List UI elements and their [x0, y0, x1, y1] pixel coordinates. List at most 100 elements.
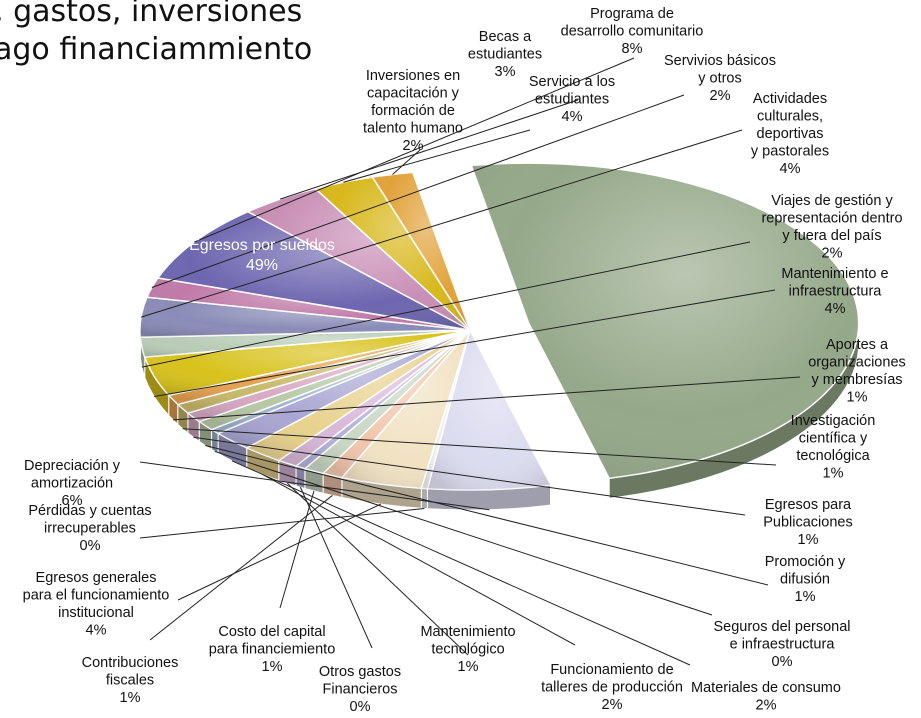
slice-label: Viajes de gestión y representación dentro… — [761, 193, 902, 262]
slice-label-line: 2% — [602, 697, 623, 713]
slice-label-line: 4% — [86, 623, 107, 639]
slice-label-line: 49% — [246, 257, 278, 274]
slice-label-line: tecnológica — [796, 448, 870, 464]
pie-slice-shine — [157, 211, 471, 330]
leader-line — [193, 436, 746, 516]
leader-line — [173, 376, 801, 421]
leader-line — [139, 507, 425, 539]
slice-label-line: Egresos para — [765, 497, 852, 513]
slice-label-line: 0% — [80, 538, 101, 554]
slice-label-line: 1% — [847, 390, 868, 406]
leader-line — [205, 445, 769, 586]
slice-label-line: talleres de producción — [541, 680, 683, 696]
slice-label-line: Promoción y — [765, 554, 846, 570]
slice-label-line: 1% — [795, 589, 816, 605]
leader-line — [299, 487, 373, 649]
slice-label: Actividades culturales, deportivas y pastor… — [751, 91, 829, 177]
slice-label-line: y fuera del país — [782, 228, 881, 244]
slice-label: Costo del capital para financiemiento 1% — [209, 624, 336, 675]
slice-labels: Egresos por sueldos 49% Depreciación y amor… — [23, 6, 906, 715]
slice-label-line: científica y — [799, 431, 868, 447]
slice-label: Programa de desarrollo comunitario 8% — [561, 6, 704, 57]
slice-label: Servivios básicos y otros 2% — [664, 53, 776, 104]
slice-label-line: Becas a — [479, 29, 532, 45]
pie-slice-shine — [471, 163, 859, 479]
pie-slice-shine — [168, 330, 470, 405]
slice-label: Seguros del personal e infraestructura 0% — [713, 619, 850, 670]
slice-label-line: Servicio a los — [529, 74, 615, 90]
leader-lines — [139, 57, 801, 666]
leader-line — [194, 57, 635, 243]
slice-label-line: 8% — [622, 41, 643, 57]
pie-slice-shine — [144, 330, 470, 396]
slice-label-line: 2% — [710, 88, 731, 104]
slice-label: Mantenimiento e infraestructura 4% — [781, 266, 888, 317]
slice-label: Egresos generales para el funcionamiento i… — [23, 570, 170, 639]
leader-line — [149, 495, 333, 641]
slice-label: Egresos por sueldos 49% — [189, 237, 335, 274]
slice-label-line: Seguros del personal — [713, 619, 850, 635]
slice-label-line: Servivios básicos — [664, 53, 776, 69]
slice-label-line: Materiales de consumo — [691, 680, 841, 696]
slice-label-line: Aportes a — [826, 337, 889, 353]
slice-label-line: culturales, — [757, 109, 823, 125]
slice-label: Promoción y difusión 1% — [765, 554, 846, 605]
pie-slice-shine — [427, 330, 551, 490]
slice-label-line: infraestructura — [789, 284, 883, 300]
leader-line — [262, 473, 576, 646]
slice-label-line: Mantenimiento e — [781, 266, 888, 282]
slice-label: Pérdidas y cuentas irrecuperables 0% — [28, 503, 151, 554]
slice-label-line: representación dentro — [761, 211, 902, 227]
slice-label-line: amortización — [31, 476, 113, 492]
chart-title-line-2: ago financiammiento — [0, 32, 313, 67]
slice-label-line: Viajes de gestión y — [771, 193, 893, 209]
pie-slice-shine — [177, 330, 470, 414]
slice-label-line: Investigación — [791, 413, 876, 429]
slice-label-line: deportivas — [757, 126, 824, 142]
slice-label: Otros gastos Financieros 0% — [319, 664, 401, 715]
slice-label-line: institucional — [58, 605, 134, 621]
slice-label-line: Actividades — [753, 91, 827, 107]
slice-label-line: Pérdidas y cuentas — [28, 503, 151, 519]
slice-label-line: 1% — [262, 659, 283, 675]
slice-label-line: 0% — [772, 654, 793, 670]
slice-label: Servicio a los estudiantes 4% — [529, 74, 615, 125]
chart-title-line-1: , gastos, inversiones — [0, 0, 303, 29]
leader-line — [343, 129, 531, 183]
slice-label-line: 4% — [780, 161, 801, 177]
slice-label-line: 2% — [756, 698, 777, 714]
slice-label-line: Mantenimiento — [420, 624, 515, 640]
pie-slice-shine — [341, 330, 470, 489]
slice-label-line: 4% — [562, 109, 583, 125]
pie-slice-shine — [247, 188, 470, 330]
leader-line — [279, 490, 315, 609]
slice-label-line: Otros gastos — [319, 664, 401, 680]
slice-label: Contribuciones fiscales 1% — [82, 655, 179, 706]
slice-label-line: desarrollo comunitario — [561, 24, 704, 40]
slice-label: Funcionamiento de talleres de producción 2… — [541, 662, 683, 713]
leader-line — [141, 241, 751, 368]
slice-label-line: estudiantes — [535, 92, 609, 108]
slice-label-line: Inversiones en — [366, 68, 460, 84]
slice-label-line: 2% — [822, 246, 843, 262]
leader-line — [151, 94, 685, 288]
slice-label-line: Costo del capital — [218, 624, 325, 640]
slice-label-line: organizaciones — [808, 355, 906, 371]
slice-label: Materiales de consumo 2% — [691, 680, 841, 714]
pie-slice-shine — [187, 330, 471, 422]
leader-line — [392, 149, 421, 175]
slice-label-line: para el funcionamiento — [23, 588, 170, 604]
pie-slice-shine — [199, 330, 470, 430]
slice-label-line: 6% — [62, 493, 83, 509]
slice-label-line: difusión — [780, 572, 830, 588]
slice-label-line: irrecuperables — [44, 521, 136, 537]
slice-label-line: talento humano — [363, 121, 463, 137]
pie-tops — [139, 162, 860, 491]
leader-line — [214, 450, 713, 616]
slice-label-line: y otros — [698, 71, 742, 87]
slice-label: Becas a estudiantes 3% — [468, 29, 542, 80]
slice-label: Inversiones en capacitación y formación de… — [363, 68, 463, 154]
slice-label-line: 0% — [350, 699, 371, 715]
slice-label-line: 1% — [458, 659, 479, 675]
